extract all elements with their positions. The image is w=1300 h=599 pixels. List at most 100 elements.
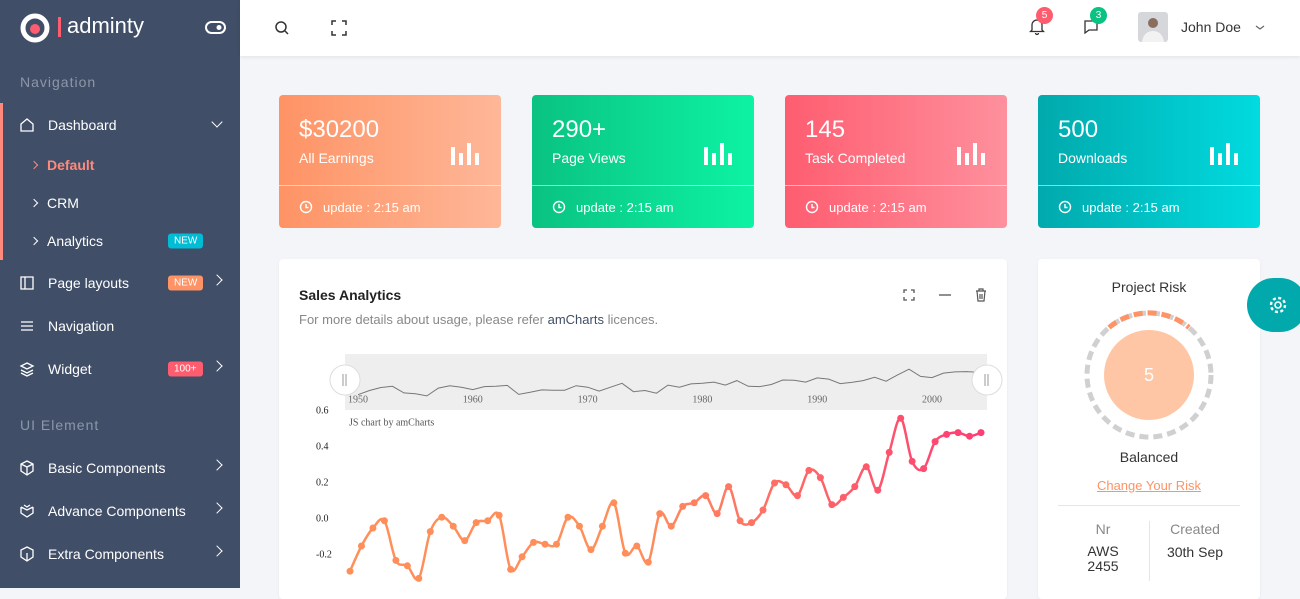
submenu-item[interactable]: Default xyxy=(47,157,95,173)
subtitle-end: licences. xyxy=(607,312,659,327)
menu-item[interactable]: Extra Components xyxy=(48,546,164,562)
sales-line xyxy=(348,416,982,581)
chart-credit: JS chart by amCharts xyxy=(349,417,434,428)
card-divider xyxy=(532,185,754,186)
clock-icon xyxy=(552,200,566,214)
data-point xyxy=(357,542,365,550)
data-point xyxy=(518,553,526,561)
data-point xyxy=(897,414,905,422)
risk-title: Project Risk xyxy=(1111,279,1187,295)
card-divider xyxy=(279,185,501,186)
navigator-handle[interactable] xyxy=(971,364,1003,396)
data-point xyxy=(380,517,388,525)
data-point xyxy=(553,540,561,548)
stat-icon xyxy=(704,143,732,165)
subtitle-link[interactable]: amCharts xyxy=(547,312,604,327)
user-chevron[interactable] xyxy=(1255,24,1265,32)
data-point xyxy=(426,528,434,536)
y-tick-label: 0.2 xyxy=(316,477,329,488)
data-point xyxy=(495,511,503,519)
avatar[interactable] xyxy=(1138,12,1168,42)
menu-badge: NEW xyxy=(168,275,204,291)
user-name[interactable]: John Doe xyxy=(1181,19,1241,35)
data-point xyxy=(667,522,675,530)
data-point xyxy=(484,517,492,525)
data-point xyxy=(931,438,939,446)
menu-item[interactable]: Navigation xyxy=(48,318,115,334)
data-point xyxy=(874,486,882,494)
stat-icon xyxy=(1210,143,1238,165)
risk-value: 5 xyxy=(1144,365,1154,385)
menu-item[interactable]: Widget xyxy=(48,361,92,377)
y-tick-label: 0.4 xyxy=(316,441,329,452)
clock-icon xyxy=(1058,200,1072,214)
data-point xyxy=(564,513,572,521)
chevron-small xyxy=(29,198,39,208)
risk-card: Project Risk 5 Balanced Change Your Risk… xyxy=(1038,259,1260,599)
data-point xyxy=(862,463,870,471)
section-label: UI Element xyxy=(20,417,100,433)
data-point xyxy=(415,574,423,582)
navigator-tick-label: 1950 xyxy=(348,394,368,405)
menu-icon xyxy=(19,362,35,377)
subtitle-text: For more details about usage, please ref… xyxy=(299,312,544,327)
toggle-icon[interactable] xyxy=(205,20,227,36)
navigator-tick-label: 2000 xyxy=(922,394,942,405)
navigator-tick-label: 1970 xyxy=(578,394,598,405)
stat-label: All Earnings xyxy=(299,150,374,166)
col-value: 30th Sep xyxy=(1166,544,1224,560)
menu-icon xyxy=(20,118,34,132)
data-point xyxy=(920,465,928,473)
search-icon[interactable] xyxy=(274,20,290,36)
logo-icon xyxy=(20,13,50,43)
data-point xyxy=(839,493,847,501)
submenu-item[interactable]: CRM xyxy=(47,195,79,211)
data-point xyxy=(644,558,652,566)
stat-icon xyxy=(451,143,479,165)
navigator-tick-label: 1960 xyxy=(463,394,483,405)
sales-title: Sales Analytics xyxy=(299,287,402,303)
fullscreen-icon[interactable] xyxy=(331,20,347,36)
data-point xyxy=(954,429,962,437)
stat-card: 500 Downloads update : 2:15 am xyxy=(1038,95,1260,228)
menu-item[interactable]: Page layouts xyxy=(48,275,129,291)
col-value: AWS 2455 xyxy=(1087,543,1119,574)
data-point xyxy=(587,546,595,554)
data-point xyxy=(966,432,974,440)
risk-gauge: 5 xyxy=(1084,310,1214,440)
menu-item[interactable]: Dashboard xyxy=(48,117,117,133)
settings-button[interactable] xyxy=(1247,278,1300,332)
settings-icon xyxy=(1269,296,1287,314)
menu-badge: NEW xyxy=(168,233,204,249)
chevron xyxy=(211,545,223,557)
navigator-tick-label: 1990 xyxy=(807,394,827,405)
data-point xyxy=(621,549,629,557)
stat-value: 500 xyxy=(1058,116,1099,143)
submenu-item[interactable]: Analytics xyxy=(47,233,104,249)
data-point xyxy=(828,501,836,509)
data-point xyxy=(633,542,641,550)
risk-action[interactable]: Change Your Risk xyxy=(1096,478,1202,493)
sidebar: adminty Navigation Dashboard Default CRM Ana… xyxy=(0,0,240,588)
sales-chart: 1950 1960 1970 1980 1990 2000 JS chart by amCh… xyxy=(316,354,1003,582)
data-point xyxy=(369,524,377,532)
data-point xyxy=(782,481,790,489)
stat-icon xyxy=(957,143,985,165)
menu-item[interactable]: Advance Components xyxy=(48,503,186,519)
navigator-handle[interactable] xyxy=(329,364,361,396)
card-divider xyxy=(785,185,1007,186)
stat-value: 290+ xyxy=(552,116,607,143)
y-tick-label: 0.6 xyxy=(316,405,329,416)
stat-value: 145 xyxy=(805,116,846,143)
logo: adminty xyxy=(0,0,240,56)
col-header: Created xyxy=(1170,521,1220,537)
data-point xyxy=(713,510,721,518)
menu-item[interactable]: Basic Components xyxy=(48,460,166,476)
menu-icon xyxy=(20,276,34,290)
data-point xyxy=(702,492,710,500)
navigator-line xyxy=(357,368,990,397)
data-point xyxy=(816,474,824,482)
data-point xyxy=(805,466,813,474)
stat-card: 145 Task Completed update : 2:15 am xyxy=(785,95,1007,228)
data-point xyxy=(530,538,538,546)
